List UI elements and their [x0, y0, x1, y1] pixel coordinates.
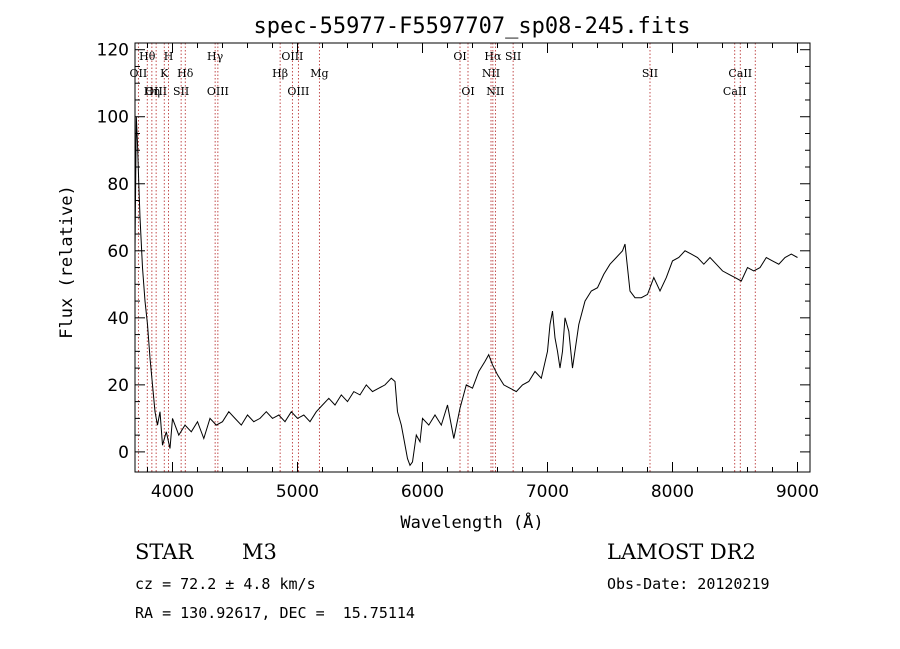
x-tick-label: 9000 [776, 482, 819, 502]
x-tick-label: 7000 [526, 482, 569, 502]
line-label: Mg [310, 67, 328, 80]
chart-title: spec-55977-F5597707_sp08-245.fits [253, 14, 690, 39]
x-axis-label: Wavelength (Å) [400, 511, 543, 533]
y-tick-label: 60 [107, 242, 129, 262]
line-label: OIII [145, 85, 167, 98]
y-tick-label: 40 [107, 309, 129, 329]
line-label: OI [461, 85, 474, 98]
line-label: Hη [144, 85, 160, 98]
line-label: K [160, 67, 169, 80]
spectrum-series [134, 116, 798, 467]
coordinates: RA = 130.92617, DEC = 15.75114 [135, 604, 415, 622]
survey-name: LAMOST DR2 [607, 540, 756, 564]
line-label: Hδ [177, 67, 194, 80]
y-tick-label: 100 [97, 108, 129, 128]
x-tick-label: 8000 [651, 482, 694, 502]
line-label: Hβ [272, 67, 288, 80]
line-label: Hγ [207, 50, 224, 63]
y-tick-label: 0 [118, 443, 129, 463]
object-class: STAR [135, 540, 194, 564]
line-label: OIII [281, 50, 303, 63]
y-tick-label: 80 [107, 175, 129, 195]
line-label: OII [130, 67, 148, 80]
line-label: OIII [207, 85, 229, 98]
spectrum-line [134, 116, 798, 467]
line-label: OIII [287, 85, 309, 98]
line-label: CaII [728, 67, 752, 80]
axis-ticks: 4000 5000 6000 7000 8000 9000 0 20 40 60 80 100 120 [97, 41, 820, 502]
y-axis-label: Flux (relative) [57, 185, 77, 339]
x-tick-label: 4000 [151, 482, 194, 502]
line-label: SII [173, 85, 189, 98]
line-label: NII [486, 85, 504, 98]
x-tick-label: 6000 [401, 482, 444, 502]
observation-date: Obs-Date: 20120219 [607, 575, 770, 593]
line-label: SII [505, 50, 521, 63]
line-label: Hα [484, 50, 502, 63]
plot-frame [134, 42, 811, 473]
line-label: CaII [723, 85, 747, 98]
line-label: NII [482, 67, 500, 80]
line-label: Hθ [139, 50, 156, 63]
x-tick-label: 5000 [276, 482, 319, 502]
line-label: SII [642, 67, 658, 80]
redshift-velocity: cz = 72.2 ± 4.8 km/s [135, 575, 316, 593]
line-label: H [164, 50, 174, 63]
y-tick-label: 20 [107, 376, 129, 396]
line-label: OI [453, 50, 466, 63]
y-tick-label: 120 [97, 41, 129, 61]
object-subclass: M3 [242, 540, 277, 564]
